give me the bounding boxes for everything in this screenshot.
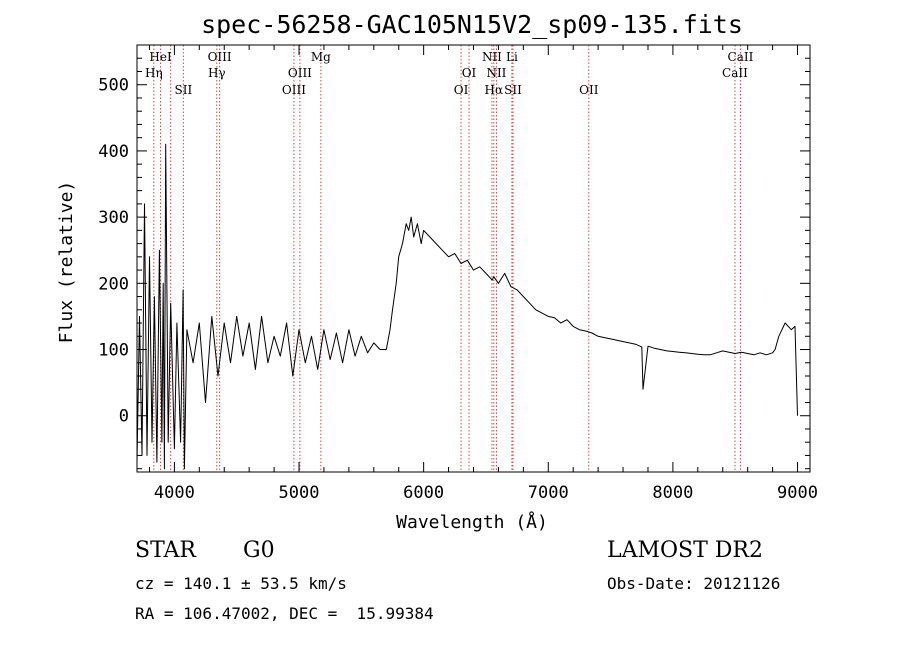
obs-date-line: Obs-Date: 20121126 — [607, 574, 781, 593]
y-tick-label: 200 — [98, 274, 129, 294]
line-marker-label: Li — [506, 50, 518, 64]
plot-frame — [136, 44, 811, 473]
line-marker-label: OI — [454, 83, 469, 97]
x-axis-ticks: 4000 5000 6000 7000 8000 9000 — [148, 45, 818, 503]
y-tick-label: 100 — [98, 341, 129, 361]
line-marker-label: HeI — [149, 50, 172, 64]
line-marker-label: Hη — [145, 66, 163, 80]
line-marker-label: SII — [175, 83, 193, 97]
y-axis-ticks: 0 100 200 300 400 500 — [98, 44, 810, 470]
line-marker-label: OIII — [288, 66, 312, 80]
spectrum-line — [136, 143, 798, 470]
spectrum-series — [136, 143, 798, 470]
line-marker-label: CaII — [728, 50, 754, 64]
x-tick-label: 4000 — [154, 483, 195, 503]
line-marker-label: NII — [486, 66, 506, 80]
redshift-line: cz = 140.1 ± 53.5 km/s — [135, 574, 347, 593]
y-tick-label: 0 — [119, 407, 129, 427]
line-marker-label: OIII — [208, 50, 232, 64]
y-tick-label: 300 — [98, 208, 129, 228]
x-tick-label: 5000 — [279, 483, 320, 503]
x-tick-label: 7000 — [528, 483, 569, 503]
y-axis-label: Flux (relative) — [56, 181, 77, 344]
line-markers — [153, 45, 741, 472]
line-marker-label: Hα — [485, 83, 504, 97]
chart-title: spec-56258-GAC105N15V2_sp09-135.fits — [201, 10, 743, 39]
line-marker-label: Mg — [311, 50, 331, 64]
coords-line: RA = 106.47002, DEC = 15.99384 — [135, 604, 434, 623]
survey-label: LAMOST DR2 — [607, 538, 763, 563]
line-marker-label: Hγ — [208, 66, 226, 80]
class-label: STAR — [135, 538, 196, 563]
line-marker-label: NII — [482, 50, 502, 64]
line-marker-label: CaII — [722, 66, 748, 80]
line-marker-label: OII — [579, 83, 599, 97]
line-marker-label: OI — [462, 66, 477, 80]
y-tick-label: 400 — [98, 142, 129, 162]
y-tick-label: 500 — [98, 76, 129, 96]
x-tick-label: 9000 — [777, 483, 818, 503]
line-marker-label: OIII — [282, 83, 306, 97]
subclass-label: G0 — [243, 538, 275, 563]
x-axis-label: Wavelength (Å) — [396, 511, 548, 533]
line-marker-label: SII — [504, 83, 522, 97]
x-tick-label: 6000 — [403, 483, 444, 503]
x-tick-label: 8000 — [652, 483, 693, 503]
